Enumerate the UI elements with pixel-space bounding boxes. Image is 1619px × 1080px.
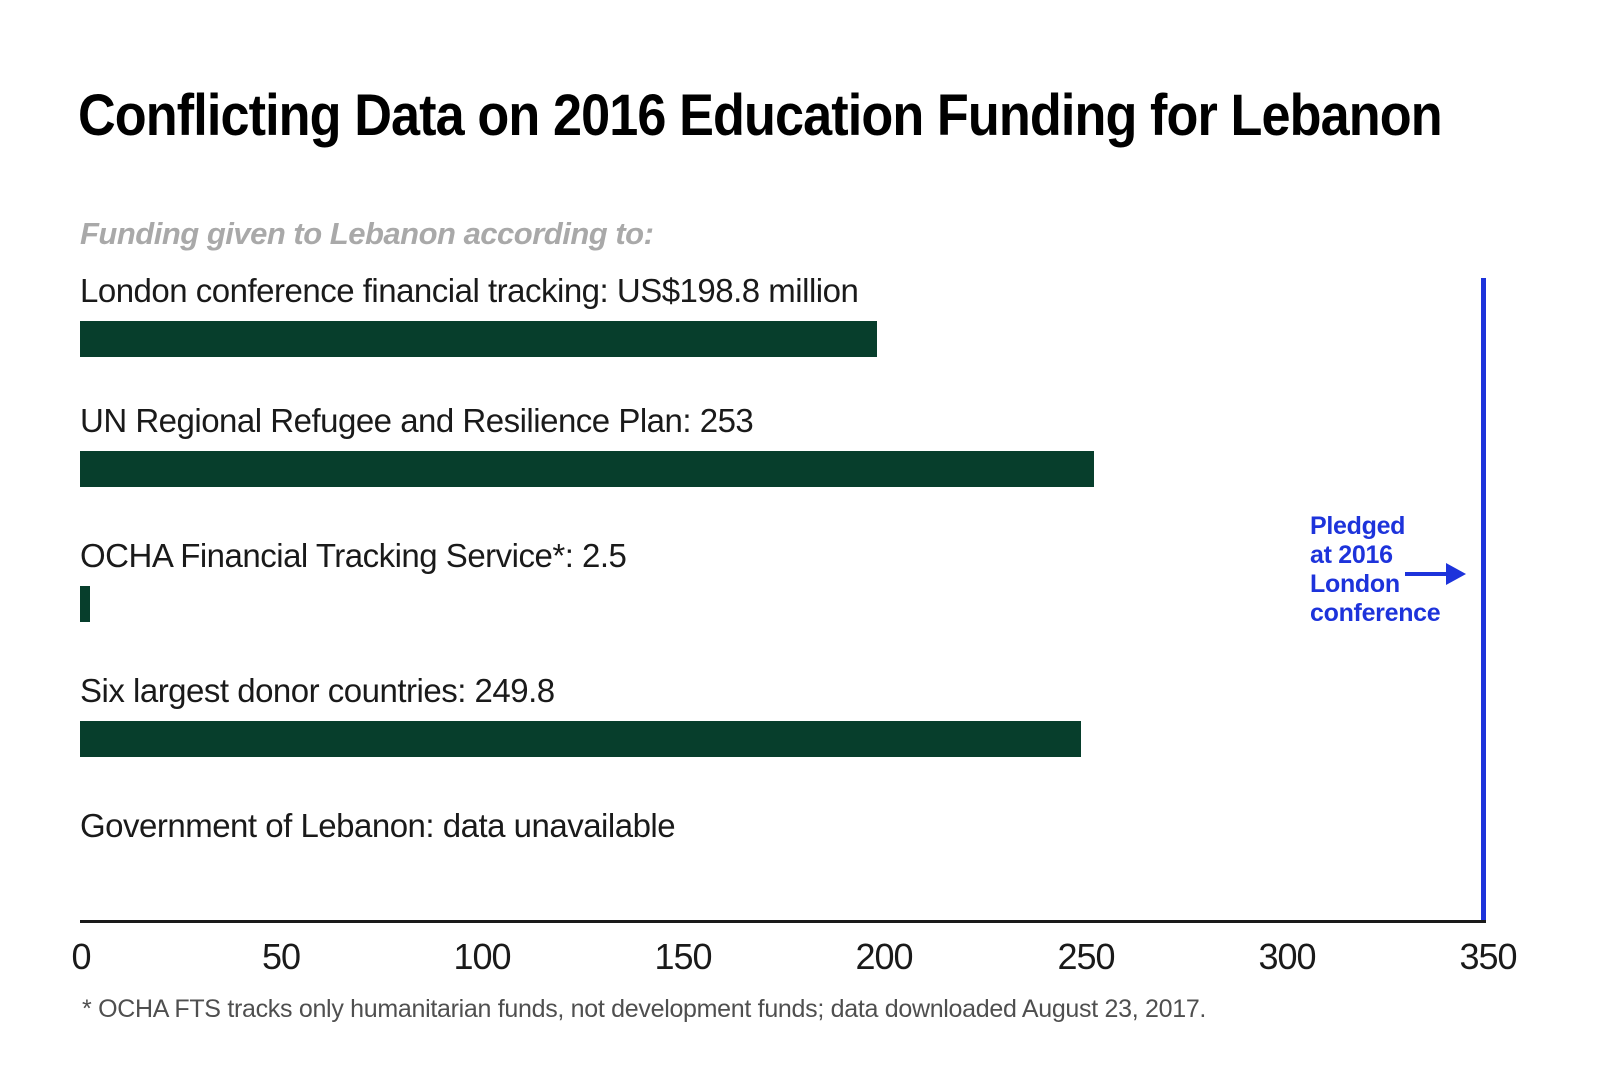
pledge-reference-line	[1481, 278, 1486, 922]
bar-label-ocha-fts: OCHA Financial Tracking Service*: 2.5	[80, 537, 627, 574]
bar-donor-countries	[80, 721, 1081, 757]
bar-label-un-3rp: UN Regional Refugee and Resilience Plan:…	[80, 402, 754, 439]
bar-ocha-fts	[80, 586, 90, 622]
x-axis-tick: 350	[1459, 936, 1517, 977]
x-axis-tick: 300	[1258, 936, 1316, 977]
bar-un-3rp	[80, 451, 1094, 487]
pledge-annotation-line: conference	[1310, 599, 1441, 627]
x-axis-tick: 50	[261, 936, 301, 977]
x-axis-tick: 200	[855, 936, 913, 977]
bar-label-london-conference: London conference financial tracking: US…	[80, 272, 859, 309]
page-title-text: Conflicting Data on 2016 Education Fundi…	[78, 83, 1443, 148]
chart-subtitle: Funding given to Lebanon according to:	[80, 216, 654, 251]
page-title: Conflicting Data on 2016 Education Fundi…	[78, 82, 1593, 149]
pledge-annotation-line: Pledged	[1310, 512, 1406, 540]
x-axis-tick: 100	[453, 936, 511, 977]
right-arrow-icon	[1405, 563, 1466, 585]
bar-label-government-lebanon: Government of Lebanon: data unavailable	[80, 807, 676, 844]
pledge-annotation-line: at 2016	[1310, 541, 1393, 569]
bar-label-donor-countries: Six largest donor countries: 249.8	[80, 672, 555, 709]
footnote: * OCHA FTS tracks only humanitarian fund…	[82, 995, 1207, 1023]
pledge-annotation-line: London	[1310, 570, 1400, 598]
pledge-annotation: Pledged at 2016 London conference	[1310, 512, 1441, 628]
x-axis-tick: 150	[654, 936, 712, 977]
x-axis-tick: 250	[1057, 936, 1115, 977]
x-axis-tick: 0	[71, 936, 91, 977]
x-axis-line	[80, 920, 1486, 923]
bar-london-conference	[80, 321, 877, 357]
